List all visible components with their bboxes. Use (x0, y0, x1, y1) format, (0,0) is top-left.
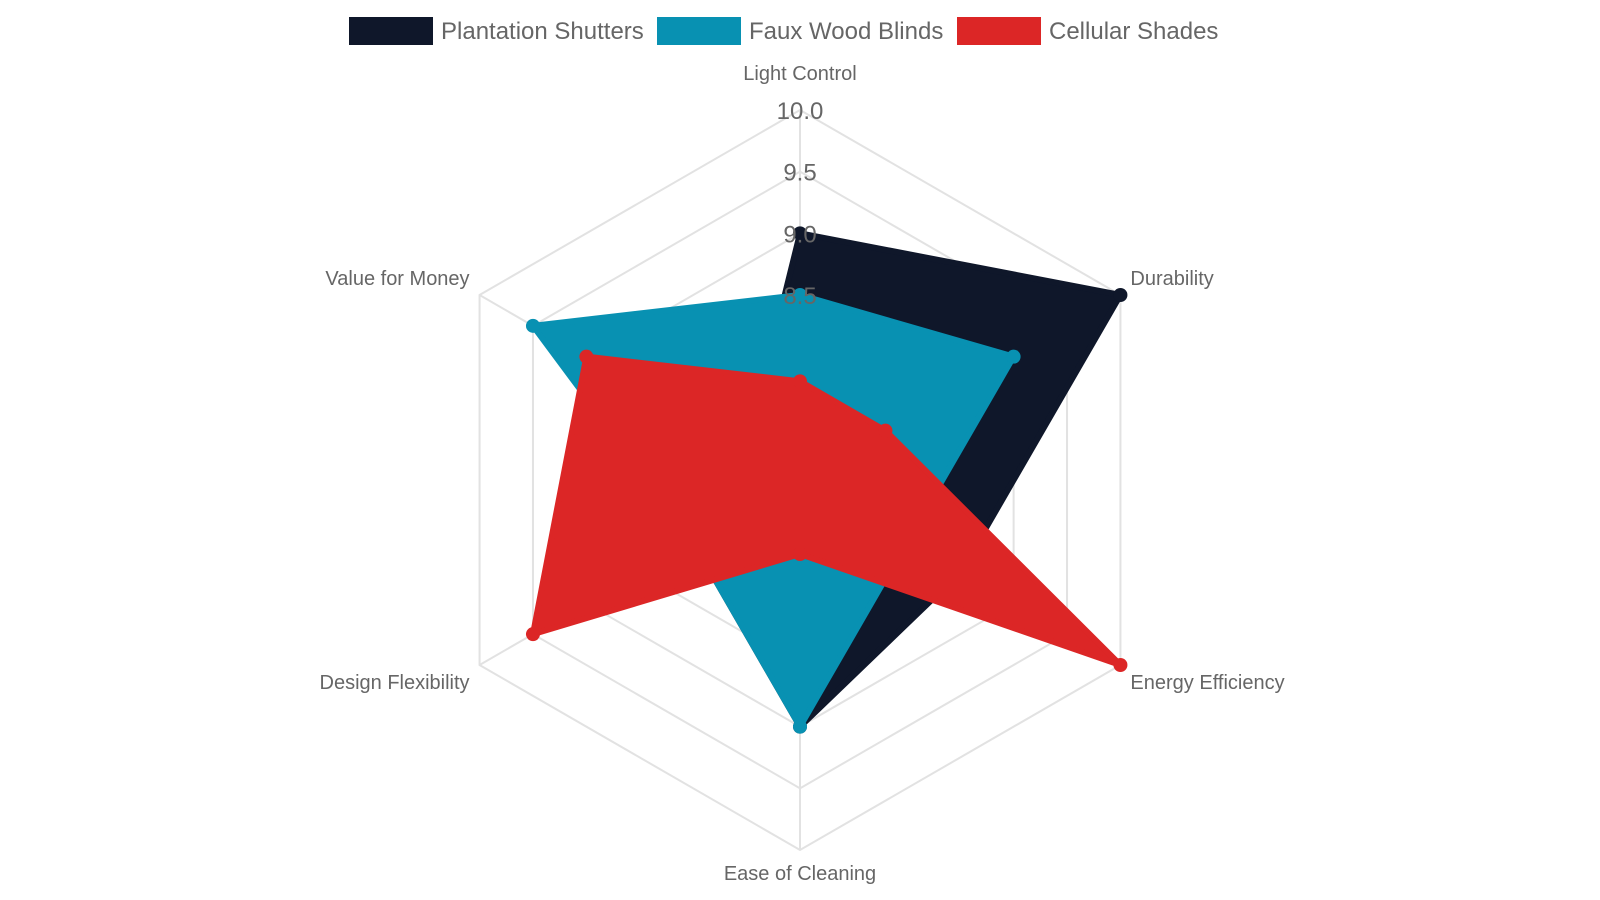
tick-label: 10.0 (777, 98, 824, 125)
legend-item-faux-wood-blinds[interactable]: Faux Wood Blinds (657, 17, 943, 45)
radial-ticks: 10.0 9.5 9.0 8.5 (777, 98, 824, 310)
axis-label: Design Flexibility (320, 672, 470, 694)
tick-label: 9.5 (783, 160, 816, 187)
data-point[interactable] (1113, 288, 1128, 302)
data-point[interactable] (878, 423, 893, 438)
data-point[interactable] (793, 226, 807, 241)
data-point[interactable] (1006, 349, 1021, 364)
axis-label: Ease of Cleaning (724, 863, 876, 885)
axis-label: Light Control (743, 63, 856, 85)
axis-label: Durability (1130, 268, 1213, 290)
legend-label: Cellular Shades (1049, 18, 1218, 45)
data-point[interactable] (525, 627, 540, 642)
axis-label: Energy Efficiency (1130, 672, 1284, 694)
legend-label: Faux Wood Blinds (749, 18, 943, 45)
series-cellular-shades (525, 349, 1128, 672)
legend-item-cellular-shades[interactable]: Cellular Shades (957, 17, 1218, 45)
axis-labels: Light Control Durability Energy Efficiency… (320, 63, 1285, 885)
legend-swatch (957, 17, 1041, 45)
axis-label: Value for Money (325, 268, 469, 290)
data-point[interactable] (793, 547, 807, 561)
tick-label: 9.0 (783, 221, 816, 248)
legend[interactable]: Plantation Shutters Faux Wood Blinds Cellu… (349, 17, 1218, 45)
legend-item-plantation-shutters[interactable]: Plantation Shutters (349, 17, 644, 45)
data-point[interactable] (793, 374, 807, 389)
legend-swatch (657, 17, 741, 45)
legend-swatch (349, 17, 433, 45)
data-point[interactable] (1113, 658, 1128, 672)
data-point[interactable] (579, 349, 594, 364)
data-point[interactable] (793, 288, 807, 302)
legend-label: Plantation Shutters (441, 18, 644, 45)
radar-series (525, 226, 1128, 734)
tick-label: 8.5 (783, 283, 816, 310)
data-point[interactable] (793, 719, 807, 734)
data-point[interactable] (525, 318, 540, 333)
